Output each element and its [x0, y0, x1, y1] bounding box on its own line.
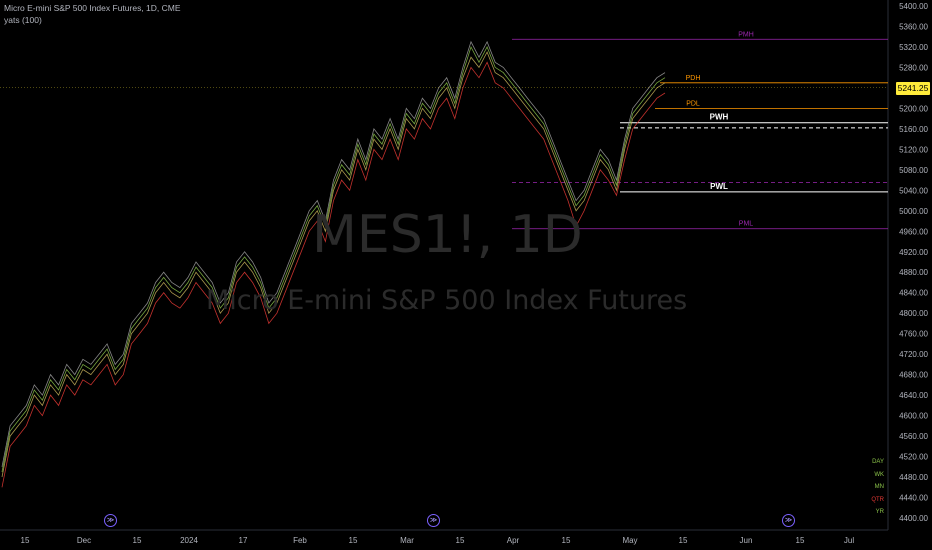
y-tick-label: 5320.00 [899, 43, 928, 52]
jump-forward-icon[interactable]: ≫ [782, 514, 795, 527]
legend-item-qtr: QTR [871, 496, 884, 503]
x-tick-label: 15 [679, 536, 688, 545]
price-axis[interactable]: 5400.005360.005320.005280.005240.005200.… [899, 2, 928, 523]
current-price-tag: 5241.25 [896, 82, 930, 95]
level-label-pml: PML [739, 221, 754, 228]
level-label-pmh: PMH [738, 31, 754, 38]
series-line-low [1, 61, 666, 488]
x-tick-label: Feb [293, 536, 307, 545]
y-tick-label: 5080.00 [899, 166, 928, 175]
jump-forward-icon[interactable]: ≫ [427, 514, 440, 527]
y-tick-label: 4600.00 [899, 412, 928, 421]
y-tick-label: 4960.00 [899, 227, 928, 236]
level-lines: PMH PDH PDL PWH PWL PML [512, 31, 888, 230]
y-tick-label: 4840.00 [899, 289, 928, 298]
symbol-header: Micro E-mini S&P 500 Index Futures, 1D, … [4, 3, 181, 13]
y-tick-label: 4920.00 [899, 248, 928, 257]
x-tick-label: May [622, 536, 637, 545]
level-label-pdl: PDL [686, 100, 700, 107]
x-tick-label: Mar [400, 536, 414, 545]
y-tick-label: 5160.00 [899, 125, 928, 134]
y-tick-label: 4760.00 [899, 330, 928, 339]
x-tick-label: Jun [740, 536, 753, 545]
x-tick-label: Dec [77, 536, 91, 545]
legend-item-mn: MN [874, 484, 884, 490]
y-tick-label: 5120.00 [899, 145, 928, 154]
jump-forward-icon[interactable]: ≫ [104, 514, 117, 527]
y-tick-label: 4440.00 [899, 494, 928, 503]
x-tick-label: 17 [239, 536, 248, 545]
x-tick-label: 15 [796, 536, 805, 545]
indicator-header: yats (100) [4, 15, 42, 25]
y-tick-label: 5000.00 [899, 207, 928, 216]
level-label-pwh: PWH [710, 113, 729, 122]
y-tick-label: 4520.00 [899, 453, 928, 462]
time-axis[interactable]: 15 Dec 15 2024 17 Feb 15 Mar 15 Apr 15 May 15 Jun 15 Ju… [21, 536, 855, 545]
y-tick-label: 4720.00 [899, 350, 928, 359]
y-tick-label: 4680.00 [899, 371, 928, 380]
level-label-pwl: PWL [710, 182, 728, 191]
x-tick-label: 15 [133, 536, 142, 545]
x-tick-label: 15 [562, 536, 571, 545]
y-tick-label: 4640.00 [899, 391, 928, 400]
y-tick-label: 5200.00 [899, 104, 928, 113]
y-tick-label: 5360.00 [899, 22, 928, 31]
y-tick-label: 4880.00 [899, 268, 928, 277]
x-tick-label: 15 [21, 536, 30, 545]
series-line-close [1, 51, 666, 478]
y-tick-label: 4800.00 [899, 309, 928, 318]
x-tick-label: 15 [456, 536, 465, 545]
x-tick-label: Jul [844, 536, 854, 545]
y-tick-label: 4400.00 [899, 514, 928, 523]
y-tick-label: 5040.00 [899, 186, 928, 195]
legend-item-wk: WK [874, 471, 884, 478]
x-tick-label: 15 [349, 536, 358, 545]
series-line-mid [1, 45, 666, 472]
series-line-high [1, 40, 666, 467]
y-tick-label: 5400.00 [899, 2, 928, 11]
x-tick-label: 2024 [180, 536, 198, 545]
x-tick-label: Apr [507, 536, 520, 545]
legend-item-day: DAY [872, 459, 884, 465]
y-tick-label: 4560.00 [899, 432, 928, 441]
y-tick-label: 5280.00 [899, 63, 928, 72]
y-tick-label: 4480.00 [899, 473, 928, 482]
legend-item-yr: YR [875, 509, 884, 515]
series-lines [0, 40, 888, 488]
level-label-pdh: PDH [686, 75, 701, 82]
